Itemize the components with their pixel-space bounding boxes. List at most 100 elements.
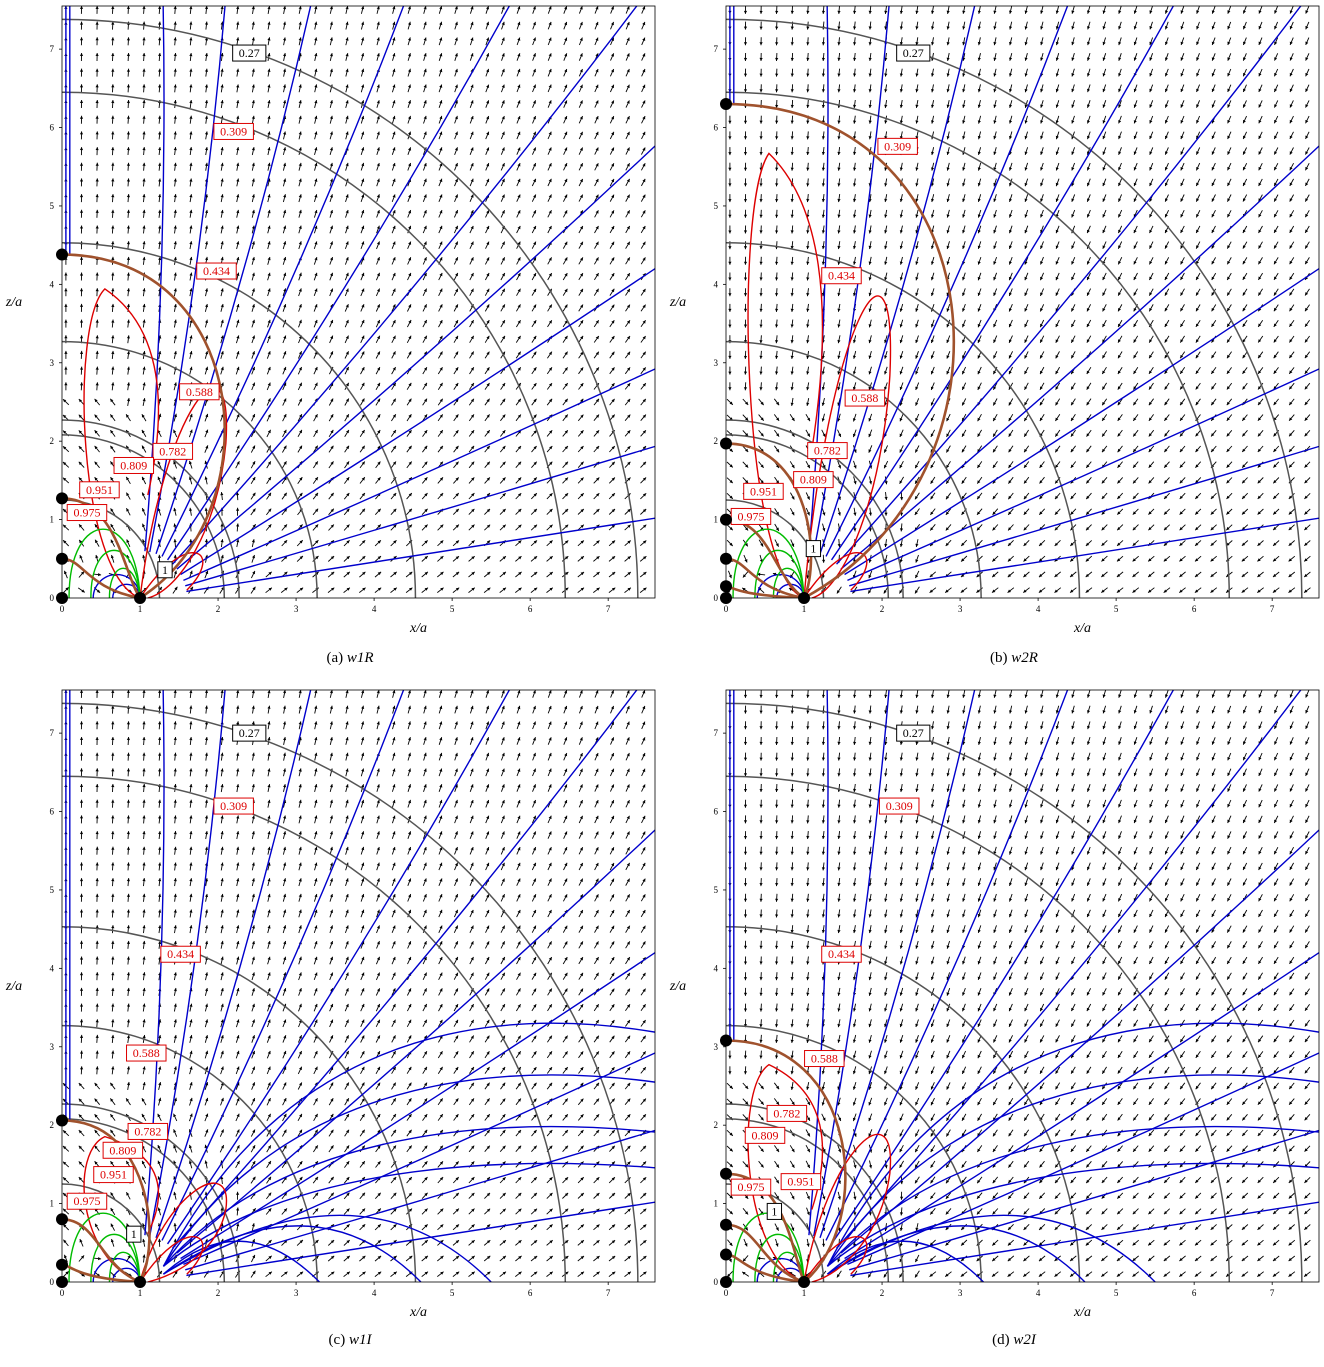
field-arrow-head <box>284 571 288 575</box>
field-arrow-head <box>1038 589 1043 593</box>
field-arrow-head <box>853 465 857 469</box>
field-arrow-head <box>298 319 302 324</box>
field-arrow-head <box>455 225 458 230</box>
field-arrow-head <box>837 183 841 187</box>
field-arrow-head <box>455 288 458 293</box>
field-arrow-head <box>423 163 427 167</box>
field-arrow-head <box>408 100 411 104</box>
field-arrow-head <box>392 398 396 402</box>
field-arrow-head <box>977 292 981 296</box>
field-arrow-head <box>548 6 552 10</box>
field-arrow-head <box>78 399 82 403</box>
field-arrow-head <box>267 241 271 245</box>
field-arrow-head <box>64 366 68 370</box>
red-contours <box>83 288 228 598</box>
field-arrow-head <box>1008 245 1012 249</box>
field-arrow-head <box>329 21 333 25</box>
field-arrow-head <box>1101 527 1105 531</box>
field-arrow-head <box>251 6 255 10</box>
field-arrow-head <box>565 572 569 576</box>
field-arrow-head <box>377 351 380 355</box>
field-arrow-head <box>533 210 536 214</box>
field-arrow-head <box>173 21 177 25</box>
field-arrow-head <box>728 246 732 250</box>
field-arrow-head <box>1102 417 1106 421</box>
field-arrow-head <box>267 147 271 151</box>
caption-tag: (a) <box>326 650 344 666</box>
field-arrow-head <box>728 574 732 579</box>
field-arrow-head <box>78 430 82 434</box>
field-arrow-head <box>1087 73 1090 77</box>
field-arrow-head <box>728 230 732 234</box>
field-arrow-head <box>392 53 396 57</box>
field-arrow-head <box>759 308 763 312</box>
field-arrow-head <box>868 214 872 218</box>
field-arrow-head <box>930 370 934 375</box>
field-arrow-head <box>439 351 443 355</box>
field-arrow-head <box>1118 198 1122 202</box>
field-arrow-head <box>806 26 810 30</box>
field-arrow-head <box>298 304 302 308</box>
field-arrow-head <box>533 508 537 513</box>
field-arrow-head <box>173 539 177 543</box>
field-arrow-head <box>596 524 600 528</box>
field-arrow-head <box>424 493 428 497</box>
field-arrow-head <box>1024 464 1028 468</box>
field-arrow-head <box>111 21 115 25</box>
field-arrow-head <box>929 589 933 593</box>
field-arrow-head <box>993 10 997 14</box>
field-arrow-head <box>95 178 99 182</box>
arrow-field <box>726 6 1311 594</box>
field-arrow-head <box>962 308 966 312</box>
field-arrow-head <box>126 476 130 481</box>
field-arrow-head <box>236 194 240 198</box>
y-tick-label: 7 <box>50 44 55 54</box>
field-arrow-head <box>173 84 177 88</box>
field-arrow-head <box>962 386 965 390</box>
field-arrow-head <box>642 178 646 183</box>
field-arrow-head <box>189 570 193 575</box>
field-arrow-head <box>251 21 255 25</box>
field-arrow-head <box>1009 104 1013 108</box>
field-arrow-head <box>564 351 568 355</box>
field-arrow-head <box>502 430 506 434</box>
field-arrow-head <box>79 524 83 528</box>
field-arrow-head <box>1055 73 1059 77</box>
field-arrow-head <box>205 256 209 261</box>
field-arrow-head <box>517 53 521 57</box>
field-arrow-head <box>204 21 209 25</box>
field-arrow-head <box>728 277 732 281</box>
field-arrow-head <box>1118 57 1122 61</box>
field-arrow-head <box>837 308 841 312</box>
field-arrow-head <box>775 355 779 359</box>
field-arrow-head <box>454 37 458 41</box>
field-arrow-head <box>142 256 146 260</box>
field-arrow-head <box>79 272 84 276</box>
field-arrow-head <box>837 292 841 297</box>
field-arrow-head <box>142 554 146 559</box>
field-arrow-head <box>1071 10 1075 14</box>
field-arrow-head <box>760 464 764 468</box>
field-arrow-head <box>111 115 115 119</box>
field-arrow-head <box>533 304 537 308</box>
field-arrow-head <box>345 194 349 198</box>
field-arrow-head <box>142 115 146 119</box>
field-arrow-head <box>642 509 647 513</box>
field-arrow-head <box>1086 308 1090 312</box>
field-arrow-head <box>977 73 981 77</box>
field-arrow-head <box>142 523 146 528</box>
field-arrow-head <box>1055 261 1059 265</box>
field-arrow-head <box>1007 589 1011 593</box>
field-arrow-head <box>470 335 474 340</box>
field-arrow-head <box>470 257 474 261</box>
field-arrow-head <box>377 540 381 544</box>
field-arrow-head <box>173 335 177 339</box>
field-arrow-head <box>853 198 857 203</box>
field-arrow-head <box>111 272 115 276</box>
field-arrow-head <box>1024 245 1028 249</box>
field-arrow-head <box>533 383 537 387</box>
separatrix-curve <box>62 497 142 598</box>
field-arrow-head <box>611 320 615 324</box>
field-arrow-head <box>439 367 443 371</box>
field-arrow-head <box>775 230 779 234</box>
